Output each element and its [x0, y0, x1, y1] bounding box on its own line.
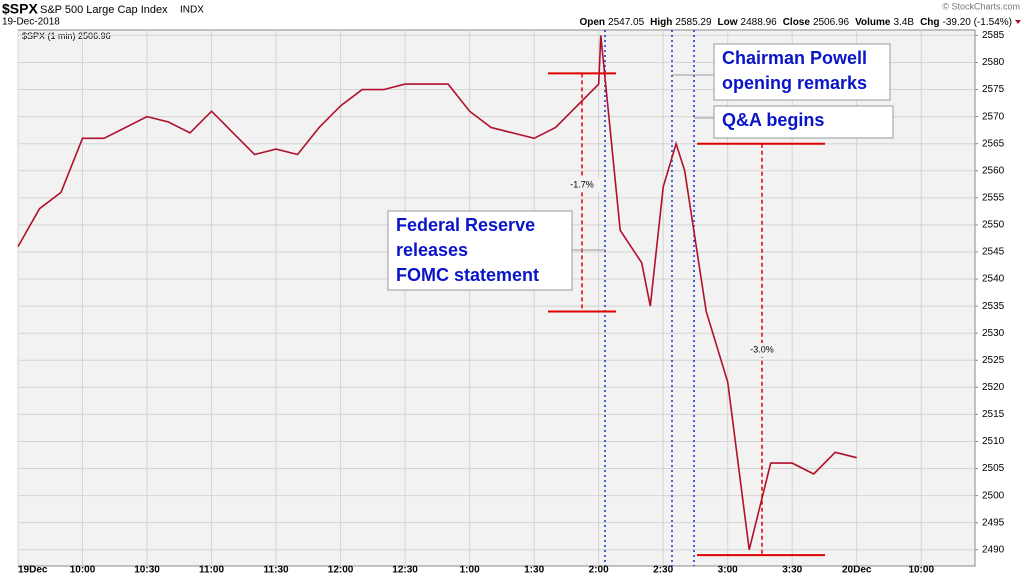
exchange: INDX	[180, 5, 204, 16]
x-tick-label: 12:30	[392, 565, 418, 576]
callout-text: opening remarks	[722, 73, 867, 93]
y-tick-label: 2500	[982, 490, 1005, 501]
price-line	[17, 35, 857, 550]
y-tick-label: 2570	[982, 111, 1005, 122]
stat-value: 2506.96	[813, 17, 850, 28]
stat-label: Volume	[855, 17, 891, 28]
chg-marker	[1015, 20, 1021, 24]
y-tick-label: 2515	[982, 409, 1005, 420]
y-tick-label: 2490	[982, 544, 1005, 555]
stat-value: -39.20 (-1.54%)	[943, 17, 1012, 28]
y-tick-label: 2575	[982, 84, 1005, 95]
y-tick-label: 2525	[982, 355, 1005, 366]
stat-label: Close	[783, 17, 811, 28]
callout-text: Chairman Powell	[722, 48, 867, 68]
callout-text: FOMC statement	[396, 265, 539, 285]
stat-label: Open	[579, 17, 605, 28]
callout-text: releases	[396, 240, 468, 260]
y-tick-label: 2555	[982, 192, 1005, 203]
y-tick-label: 2530	[982, 328, 1005, 339]
callout-box	[387, 210, 573, 291]
stat-label: Chg	[920, 17, 939, 28]
x-tick-label: 1:00	[460, 565, 480, 576]
y-tick-label: 2510	[982, 436, 1005, 447]
y-tick-label: 2520	[982, 382, 1005, 393]
symbol: $SPX	[2, 1, 38, 17]
y-tick-label: 2535	[982, 301, 1005, 312]
x-tick-label: 19Dec	[18, 565, 48, 576]
x-tick-label: 1:30	[524, 565, 544, 576]
stat-value: 3.4B	[893, 17, 914, 28]
x-tick-label: 2:00	[589, 565, 609, 576]
x-tick-label: 3:30	[782, 565, 802, 576]
callout-text: Federal Reserve	[396, 215, 535, 235]
range-label: -3.0%	[750, 344, 774, 354]
y-tick-label: 2550	[982, 220, 1005, 231]
callout-box	[713, 43, 891, 101]
x-tick-label: 10:30	[134, 565, 160, 576]
y-tick-label: 2495	[982, 517, 1005, 528]
x-tick-label: 20Dec	[842, 565, 872, 576]
x-tick-label: 2:30	[653, 565, 673, 576]
range-label-bg	[564, 178, 600, 192]
x-tick-label: 12:00	[328, 565, 354, 576]
y-tick-label: 2540	[982, 274, 1005, 285]
legend-value: 2506.96	[78, 31, 111, 41]
y-tick-label: 2560	[982, 165, 1005, 176]
stat-value: 2547.05	[608, 17, 645, 28]
x-tick-label: 11:30	[264, 565, 289, 576]
chart-title: S&P 500 Large Cap Index	[40, 4, 168, 16]
date: 19-Dec-2018	[2, 17, 60, 28]
credit: © StockCharts.com	[942, 1, 1020, 11]
range-label-bg	[744, 343, 780, 357]
legend: $SPX (1 min) 2506.96	[22, 31, 111, 41]
stat-value: 2488.96	[741, 17, 778, 28]
range-label: -1.7%	[570, 179, 594, 189]
stat-value: 2585.29	[675, 17, 712, 28]
x-tick-label: 10:00	[70, 565, 96, 576]
x-tick-label: 11:00	[199, 565, 224, 576]
stat-label: Low	[718, 17, 738, 28]
stat-label: High	[650, 17, 672, 28]
y-tick-label: 2505	[982, 463, 1005, 474]
y-tick-label: 2565	[982, 138, 1005, 149]
x-tick-label: 10:00	[908, 565, 934, 576]
legend-name: $SPX (1 min)	[22, 31, 76, 41]
callout-box	[713, 105, 894, 139]
y-tick-label: 2545	[982, 247, 1005, 258]
x-tick-label: 3:00	[718, 565, 738, 576]
callout-text: Q&A begins	[722, 110, 824, 130]
y-tick-label: 2580	[982, 57, 1005, 68]
stats: Open 2547.05 High 2585.29 Low 2488.96 Close 250…	[579, 17, 1012, 28]
y-tick-label: 2585	[982, 30, 1005, 41]
